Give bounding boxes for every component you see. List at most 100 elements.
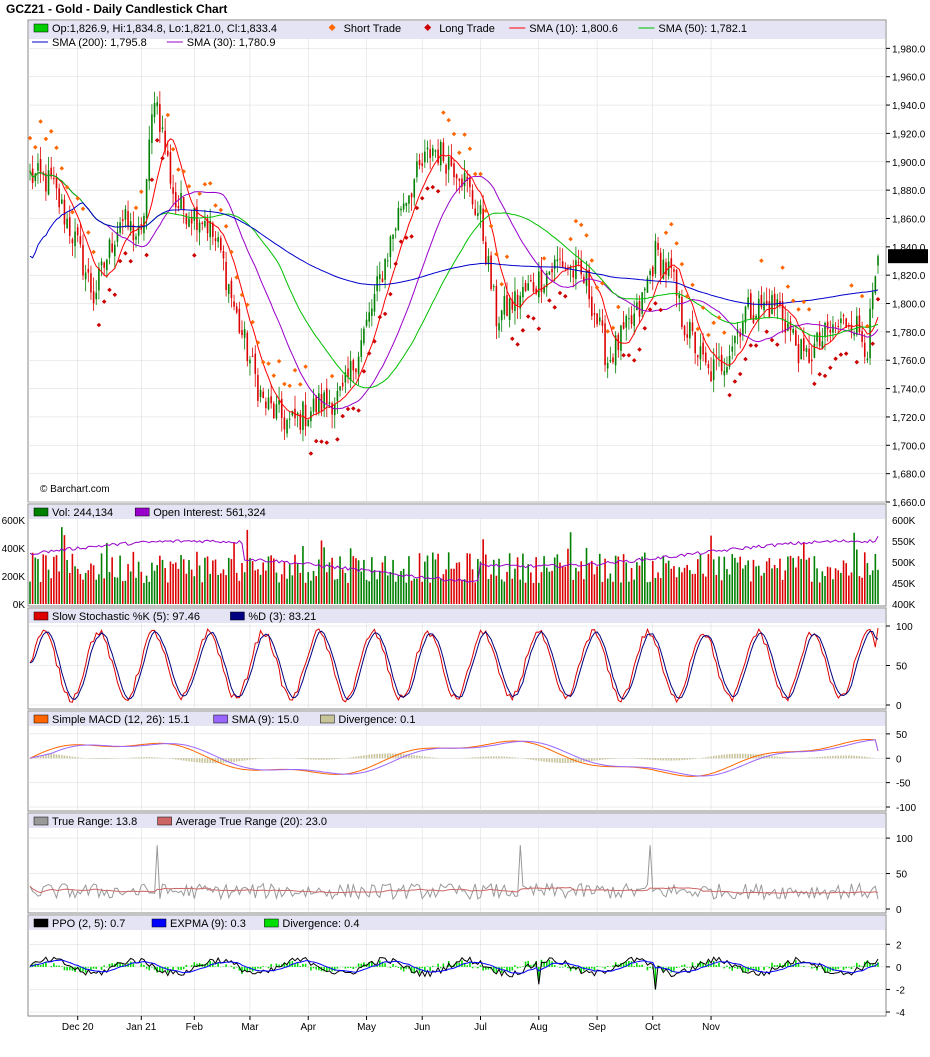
- ppo-divergence-bar: [108, 963, 111, 967]
- short-trade-marker: [287, 383, 292, 388]
- macd-divergence-bar: [371, 754, 373, 759]
- ppo-divergence-bar: [704, 964, 707, 967]
- macd-divergence-bar: [485, 756, 487, 759]
- candle-body: [800, 339, 802, 360]
- candle-body: [548, 271, 551, 275]
- ppo-divergence-bar: [538, 966, 540, 981]
- volume-bar: [79, 574, 82, 604]
- candle-body: [765, 300, 768, 304]
- volume-bar: [227, 557, 230, 604]
- macd-divergence-bar: [506, 756, 508, 759]
- ppo-divergence-bar: [421, 966, 423, 969]
- volume-bar: [826, 566, 829, 604]
- candle-body: [477, 213, 479, 216]
- x-tick-label: Feb: [186, 1022, 204, 1033]
- macd-divergence-bar: [230, 758, 233, 763]
- macd-divergence-bar: [869, 757, 871, 759]
- volume-bar: [254, 570, 257, 604]
- ppo-divergence-bar: [302, 963, 304, 967]
- short-trade-marker: [282, 381, 287, 387]
- sma30-line: [29, 170, 879, 410]
- legend-label-1: SMA (9): 15.0: [232, 714, 299, 726]
- volume-bar: [426, 555, 429, 604]
- ppo-divergence-bar: [455, 961, 458, 967]
- volume-bar: [434, 559, 437, 604]
- ppo-divergence-bar: [238, 966, 241, 971]
- ppo-divergence-bar: [630, 961, 633, 967]
- short-trade-marker: [457, 150, 462, 155]
- candle-body: [569, 266, 572, 269]
- volume-bar: [116, 577, 119, 604]
- volume-bar: [29, 581, 31, 604]
- ppo-divergence-bar: [394, 965, 397, 967]
- long-trade-marker: [345, 406, 351, 412]
- candle-body: [209, 220, 211, 238]
- candle-body: [265, 401, 267, 409]
- volume-bar: [156, 565, 158, 604]
- volume-bar: [424, 561, 426, 604]
- candle-body: [310, 411, 312, 422]
- legend-swatch: [230, 611, 245, 621]
- long-trade-marker: [192, 253, 197, 258]
- ppo-divergence-bar: [818, 966, 821, 967]
- long-trade-marker: [817, 372, 822, 377]
- ppo-divergence-bar: [813, 966, 816, 968]
- volume-bar: [249, 558, 251, 604]
- macd-divergence-bar: [299, 758, 302, 759]
- long-trade-marker: [843, 351, 849, 356]
- volume-bar: [813, 556, 816, 604]
- price-tick-label: 1,660.0: [892, 498, 926, 509]
- volume-bar: [328, 562, 331, 604]
- volume-bar: [439, 579, 442, 604]
- ppo-divergence-bar: [837, 966, 840, 969]
- candle-body: [214, 238, 217, 241]
- volume-bar: [222, 569, 225, 604]
- ppo-divergence-bar: [779, 963, 781, 967]
- ppo-divergence-bar: [869, 963, 871, 967]
- candle-body: [471, 190, 474, 205]
- macd-divergence-bar: [853, 755, 855, 759]
- macd-divergence-bar: [368, 754, 370, 759]
- candle-body: [400, 208, 402, 211]
- ppo-divergence-bar: [352, 966, 355, 969]
- volume-bar: [765, 561, 768, 604]
- volume-bar: [114, 577, 116, 604]
- volume-bar: [307, 572, 310, 604]
- macd-divergence-bar: [834, 755, 837, 759]
- ppo-divergence-bar: [121, 964, 124, 967]
- legend-swatch: [33, 918, 49, 928]
- candle-body: [678, 294, 681, 298]
- volume-bar: [662, 555, 665, 604]
- volume-bar: [845, 563, 847, 604]
- volume-bar: [824, 575, 826, 604]
- volume-bar: [731, 554, 734, 604]
- long-trade-marker: [833, 356, 838, 362]
- macd-divergence-bar: [477, 757, 479, 759]
- candle-body: [500, 310, 503, 321]
- short-trade-marker: [298, 382, 303, 387]
- candle-body: [299, 413, 302, 430]
- macd-divergence-bar: [856, 755, 858, 759]
- ppo-divergence-bar: [357, 963, 360, 967]
- long-trade-marker: [319, 439, 324, 444]
- candle-body: [813, 343, 816, 358]
- volume-bar: [201, 582, 204, 604]
- macd-divergence-bar: [757, 754, 760, 759]
- volume-bar: [808, 557, 810, 604]
- ppo-divergence-bar: [487, 966, 490, 970]
- candle-body: [832, 324, 834, 333]
- candle-body: [185, 213, 188, 225]
- macd-divergence-bar: [217, 758, 219, 764]
- volume-bar: [832, 579, 834, 604]
- long-trade-marker: [112, 292, 118, 297]
- candle-body: [106, 259, 108, 271]
- long-trade-marker: [123, 251, 128, 256]
- macd-divergence-bar: [641, 758, 643, 760]
- long-trade-marker: [737, 371, 743, 377]
- ppo-divergence-bar: [355, 966, 357, 968]
- volume-bar: [742, 568, 744, 604]
- volume-bar: [405, 582, 408, 604]
- ppo-divergence-bar: [858, 964, 861, 967]
- volume-bar: [68, 572, 71, 604]
- short-trade-marker: [759, 258, 764, 263]
